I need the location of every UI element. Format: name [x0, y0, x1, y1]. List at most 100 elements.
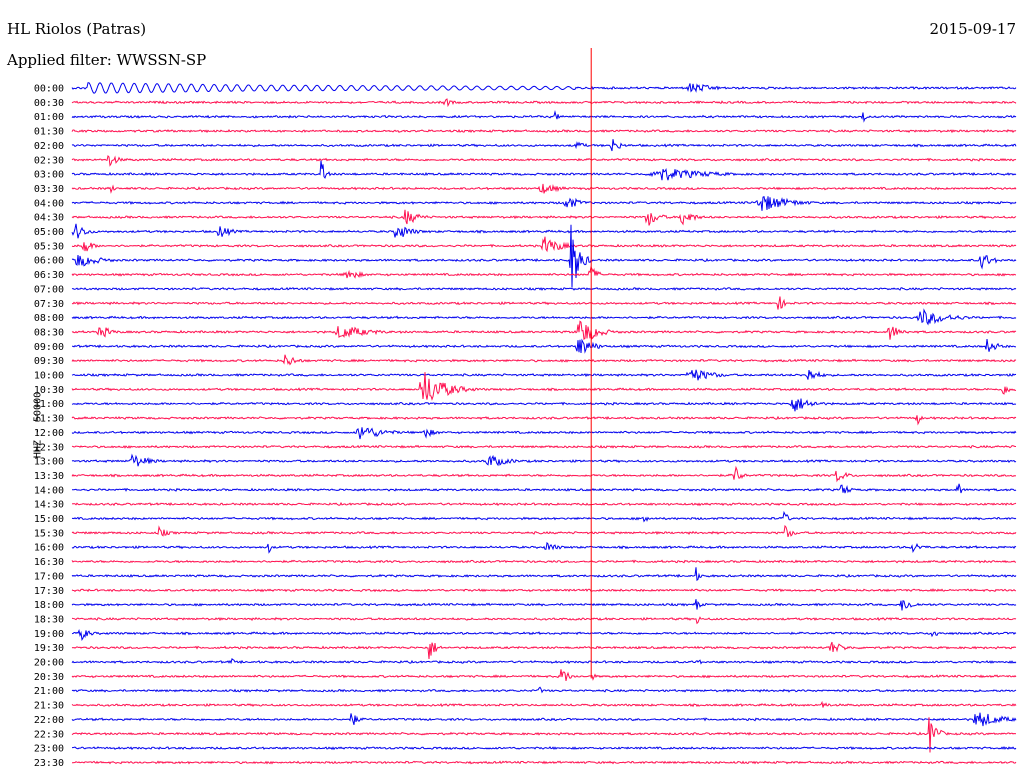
- time-label: 03:30: [34, 184, 64, 195]
- time-label: 11:00: [34, 399, 64, 410]
- trace-row-0300: [71, 160, 1017, 181]
- trace-row-0530: [71, 236, 1017, 253]
- time-label: 17:00: [34, 571, 64, 582]
- trace-layer: [71, 82, 1017, 765]
- time-label: 01:00: [34, 112, 64, 123]
- trace-row-1700: [71, 567, 1017, 582]
- time-label: 22:30: [34, 729, 64, 740]
- time-label: 08:00: [34, 313, 64, 324]
- time-label: 12:30: [34, 442, 64, 453]
- time-label: 15:30: [34, 528, 64, 539]
- time-label: 02:30: [34, 155, 64, 166]
- time-label: 15:00: [34, 514, 64, 525]
- trace-row-0830: [71, 320, 1017, 340]
- time-label: 06:00: [34, 256, 64, 267]
- trace-row-0400: [71, 196, 1017, 211]
- time-label: 16:30: [34, 557, 64, 568]
- trace-row-0230: [71, 155, 1017, 167]
- trace-row-1000: [71, 369, 1017, 381]
- time-label: 17:30: [34, 586, 64, 597]
- trace-row-0800: [71, 308, 1017, 326]
- trace-row-1900: [71, 629, 1017, 642]
- time-label: 11:30: [34, 414, 64, 425]
- time-label: 07:30: [34, 299, 64, 310]
- trace-row-1530: [71, 524, 1017, 538]
- trace-row-1030: [71, 372, 1017, 401]
- time-label: 20:00: [34, 658, 64, 669]
- time-label: 18:00: [34, 600, 64, 611]
- trace-row-1830: [71, 616, 1017, 625]
- trace-row-2030: [71, 669, 1017, 681]
- trace-row-1730: [71, 588, 1017, 593]
- time-label: 12:00: [34, 428, 64, 439]
- trace-row-0030: [71, 98, 1017, 108]
- time-label: 22:00: [34, 715, 64, 726]
- time-label: 05:30: [34, 241, 64, 252]
- trace-row-1600: [71, 541, 1017, 554]
- trace-row-1400: [71, 483, 1017, 494]
- station-title: HL Riolos (Patras): [7, 20, 147, 38]
- trace-row-1430: [71, 501, 1017, 507]
- record-date: 2015-09-17: [929, 20, 1016, 38]
- time-label: 14:30: [34, 500, 64, 511]
- time-label: 16:00: [34, 543, 64, 554]
- trace-row-1330: [71, 465, 1017, 483]
- time-label: 14:00: [34, 485, 64, 496]
- trace-row-0900: [72, 338, 1017, 354]
- time-label: 21:00: [34, 686, 64, 697]
- filter-label: Applied filter: WWSSN-SP: [7, 51, 207, 69]
- trace-row-1300: [71, 453, 1017, 467]
- trace-row-2100: [71, 686, 1017, 694]
- trace-row-0430: [71, 209, 1017, 226]
- trace-row-0000: [71, 82, 1017, 94]
- time-label: 23:30: [34, 758, 64, 769]
- trace-row-2200: [71, 712, 1017, 727]
- time-label: 02:00: [34, 141, 64, 152]
- time-label: 19:00: [34, 629, 64, 640]
- time-label: 09:00: [34, 342, 64, 353]
- time-label: 10:00: [34, 371, 64, 382]
- time-label: 19:30: [34, 643, 64, 654]
- time-label: 01:30: [34, 127, 64, 138]
- trace-row-0600: [71, 224, 1017, 288]
- trace-row-0930: [71, 354, 1017, 366]
- time-label: 10:30: [34, 385, 64, 396]
- trace-row-2230: [71, 717, 1017, 753]
- trace-row-0100: [71, 110, 1017, 123]
- trace-row-2330: [71, 760, 1017, 765]
- time-label: 18:30: [34, 614, 64, 625]
- time-label: 23:00: [34, 744, 64, 755]
- time-label: 09:30: [34, 356, 64, 367]
- trace-row-1130: [71, 415, 1017, 426]
- trace-row-0630: [71, 265, 1017, 279]
- time-label: 07:00: [34, 284, 64, 295]
- time-label: 13:00: [34, 457, 64, 468]
- trace-row-0500: [71, 223, 1017, 239]
- time-label: 03:00: [34, 170, 64, 181]
- time-label: 13:30: [34, 471, 64, 482]
- trace-row-1200: [71, 427, 1017, 440]
- time-label: 05:00: [34, 227, 64, 238]
- trace-row-0730: [71, 296, 1017, 310]
- trace-row-2300: [72, 745, 1017, 751]
- trace-row-1800: [71, 599, 1017, 611]
- trace-row-0330: [71, 183, 1017, 194]
- time-label: 00:00: [34, 84, 64, 95]
- trace-row-0200: [71, 139, 1017, 152]
- trace-row-2130: [71, 700, 1017, 708]
- trace-row-1630: [71, 559, 1017, 564]
- trace-row-0130: [71, 129, 1017, 134]
- time-label: 20:30: [34, 672, 64, 683]
- trace-row-1100: [71, 398, 1017, 412]
- time-label-layer: 00:00 00:30 01:00 01:30 02:00 02:30 03:00 03:30…: [34, 84, 64, 769]
- time-label: 21:30: [34, 701, 64, 712]
- trace-row-0700: [71, 286, 1017, 291]
- trace-row-1930: [71, 641, 1017, 660]
- trace-row-1230: [71, 444, 1016, 449]
- time-label: 00:30: [34, 98, 64, 109]
- time-label: 08:30: [34, 327, 64, 338]
- time-label: 04:30: [34, 213, 64, 224]
- time-label: 04:00: [34, 198, 64, 209]
- trace-row-1500: [71, 510, 1017, 523]
